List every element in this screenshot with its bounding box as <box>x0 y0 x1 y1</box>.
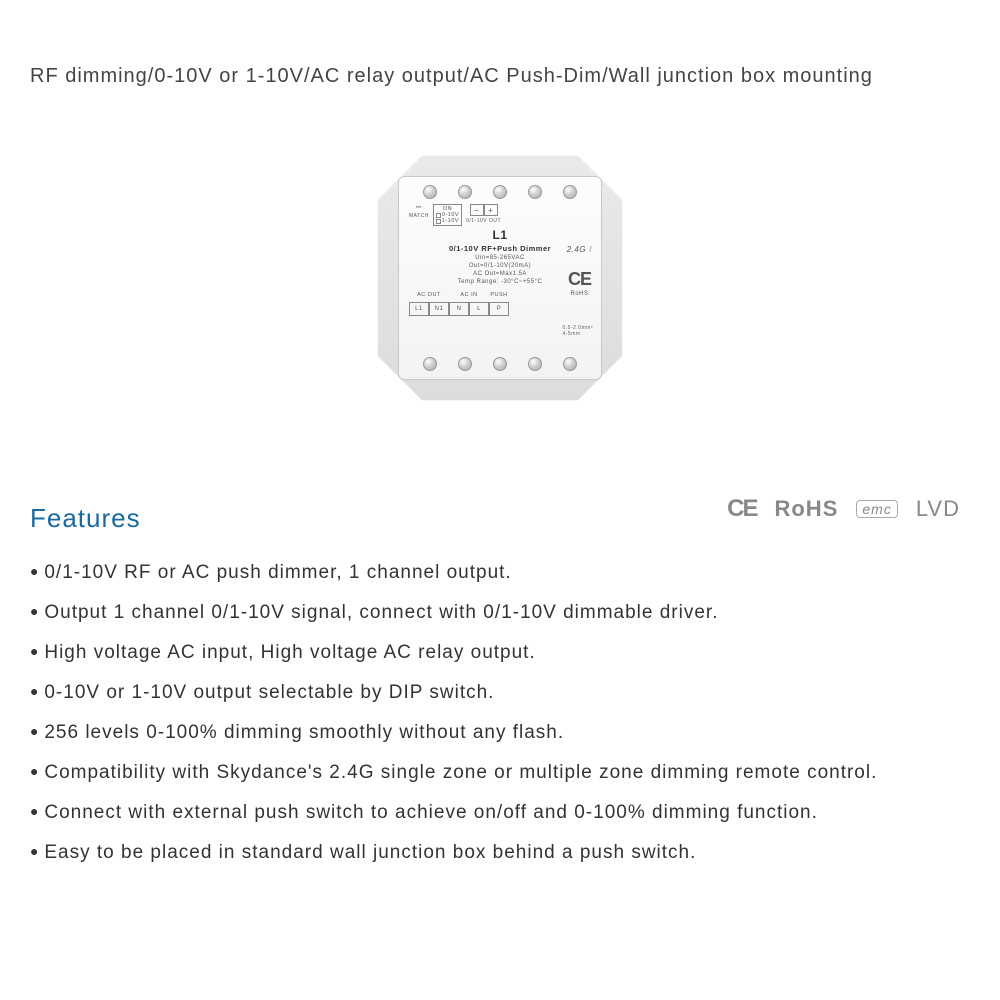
terminal-label: L <box>469 302 489 316</box>
terminal-screw <box>458 357 472 371</box>
terminal-screw <box>563 185 577 199</box>
device-model: L1 <box>409 228 591 242</box>
terminal-screw <box>563 357 577 371</box>
rohs-mark: RoHS <box>568 291 591 298</box>
output-adjust: − + 0/1-10V OUT <box>466 204 501 224</box>
dip-option-2: 1-10V <box>442 218 459 224</box>
terminal-screw <box>423 185 437 199</box>
feature-item: Easy to be placed in standard wall junct… <box>30 842 970 864</box>
feature-item: 0/1-10V RF or AC push dimmer, 1 channel … <box>30 562 970 584</box>
terminal-screw <box>493 357 507 371</box>
spec-line: Temp Range: -30°C~+55°C <box>409 279 591 287</box>
features-list: 0/1-10V RF or AC push dimmer, 1 channel … <box>30 562 970 864</box>
bottom-terminal-row <box>407 355 593 373</box>
hdr-acout: AC OUT <box>409 292 449 298</box>
ce-logo: CE <box>727 495 756 523</box>
compliance-block: CE RoHS <box>568 269 591 298</box>
feature-item: 256 levels 0-100% dimming smoothly witho… <box>30 722 970 744</box>
wireless-badge: 2.4G ⦚ <box>567 245 591 255</box>
terminal-screw <box>423 357 437 371</box>
hdr-push: PUSH <box>489 292 509 298</box>
dip-switch-box: ON 0-10V 1-10V <box>433 204 462 226</box>
wifi-icon: ⦚ <box>589 245 591 254</box>
terminal-screw <box>493 185 507 199</box>
lvd-logo: LVD <box>916 496 960 522</box>
device-title: 0/1-10V RF+Push Dimmer <box>409 244 591 253</box>
match-label: MATCH <box>409 213 429 219</box>
spec-line: AC Out=Max1.5A <box>409 271 591 279</box>
device-faceplate: ⎓ MATCH ON 0-10V 1-10V − + 0/1-10V OUT <box>398 176 602 380</box>
terminal-label: P <box>489 302 509 316</box>
terminal-screw <box>528 357 542 371</box>
terminal-label: N <box>449 302 469 316</box>
feature-item: High voltage AC input, High voltage AC r… <box>30 642 970 664</box>
emc-logo: emc <box>856 500 897 518</box>
spec-line: Out=0/1-10V(20mA) <box>409 263 591 271</box>
feature-item: Compatibility with Skydance's 2.4G singl… <box>30 762 970 784</box>
wire-spec-note: 0.5-2.0mm² 4-5mm <box>562 325 593 337</box>
spec-line: Uin=85-265VAC <box>409 255 591 263</box>
certification-strip: CE RoHS emc LVD <box>727 495 960 523</box>
device-label-area: ⎓ MATCH ON 0-10V 1-10V − + 0/1-10V OUT <box>407 201 593 355</box>
terminal-header-row: AC OUT AC IN PUSH <box>409 292 591 298</box>
output-label: 0/1-10V OUT <box>466 218 501 224</box>
terminal-screw <box>528 185 542 199</box>
product-image-area: ⎓ MATCH ON 0-10V 1-10V − + 0/1-10V OUT <box>30 148 970 413</box>
feature-item: Connect with external push switch to ach… <box>30 802 970 824</box>
terminal-label: L1 <box>409 302 429 316</box>
terminal-label: N1 <box>429 302 449 316</box>
feature-item: Output 1 channel 0/1-10V signal, connect… <box>30 602 970 624</box>
hdr-acin: AC IN <box>449 292 489 298</box>
rohs-logo: RoHS <box>774 496 838 522</box>
match-icon: ⎓ <box>416 204 422 212</box>
top-terminal-row <box>407 183 593 201</box>
terminal-screw <box>458 185 472 199</box>
device-illustration: ⎓ MATCH ON 0-10V 1-10V − + 0/1-10V OUT <box>370 148 630 408</box>
feature-item: 0-10V or 1-10V output selectable by DIP … <box>30 682 970 704</box>
product-tagline: RF dimming/0-10V or 1-10V/AC relay outpu… <box>30 65 970 88</box>
plus-button-icon: + <box>484 204 498 216</box>
ce-mark-icon: CE <box>568 269 591 291</box>
device-specs: Uin=85-265VAC Out=0/1-10V(20mA) AC Out=M… <box>409 255 591 286</box>
minus-button-icon: − <box>470 204 484 216</box>
terminal-label-row: L1 N1 N L P <box>409 302 591 316</box>
